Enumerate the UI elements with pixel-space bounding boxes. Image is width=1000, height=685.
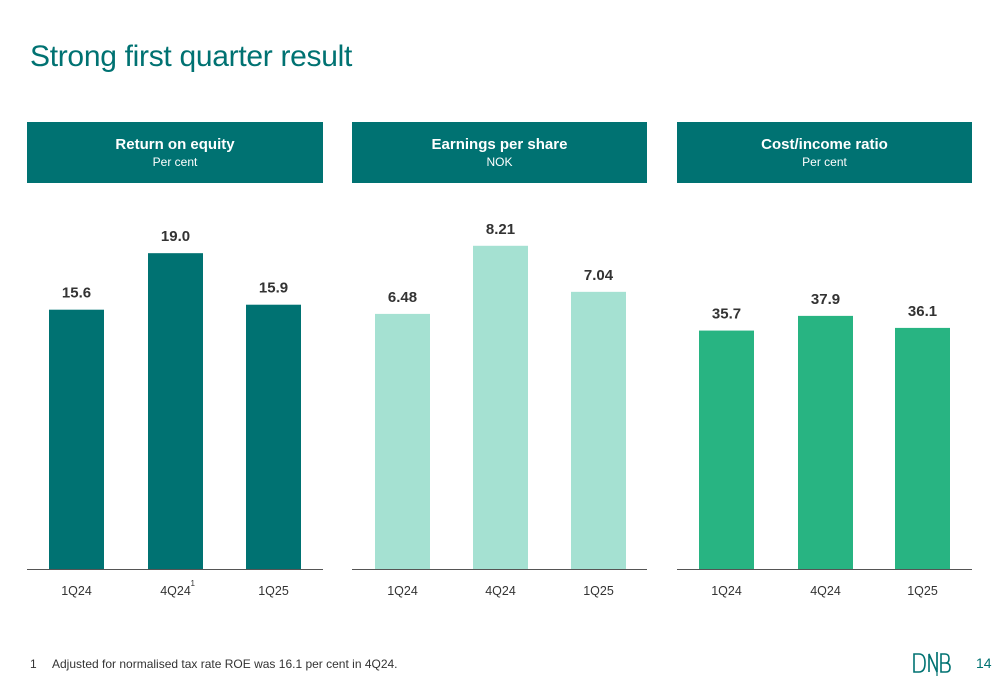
roe-tick-label-1q25: 1Q25 [258, 584, 289, 598]
ci-tick-label-1q24: 1Q24 [711, 584, 742, 598]
footnote: 1 Adjusted for normalised tax rate ROE wa… [30, 657, 398, 671]
eps-bar-4q24 [473, 245, 528, 569]
page-number: 14 [976, 655, 992, 671]
eps-tick-label-4q24: 4Q24 [485, 584, 516, 598]
roe-tick-superscript-4q24: 1 [191, 579, 196, 588]
ci-tick-label-1q25: 1Q25 [907, 584, 938, 598]
ci-panel-title: Cost/income ratio [761, 135, 888, 153]
eps-panel-header: Earnings per share NOK [352, 122, 647, 183]
roe-bar-1q24 [49, 309, 104, 569]
roe-value-label-4q24: 19.0 [161, 228, 190, 245]
footnote-marker: 1 [30, 657, 37, 671]
eps-value-label-1q24: 6.48 [388, 289, 417, 306]
eps-value-label-1q25: 7.04 [584, 267, 614, 284]
eps-bar-1q24 [375, 313, 430, 569]
eps-value-label-4q24: 8.21 [486, 221, 515, 238]
roe-panel-subtitle: Per cent [152, 154, 198, 169]
ci-panel-subtitle: Per cent [802, 154, 847, 169]
ci-value-label-4q24: 37.9 [811, 291, 840, 308]
roe-tick-label-4q24: 4Q24 [160, 584, 191, 598]
slide-title: Strong first quarter result [30, 40, 353, 73]
roe-panel-header: Return on equity Per cent [27, 122, 323, 183]
eps-tick-label-1q25: 1Q25 [583, 584, 614, 598]
roe-panel-title: Return on equity [115, 135, 235, 153]
eps-bar-1q25 [571, 291, 626, 569]
roe-bar-1q25 [246, 304, 301, 569]
eps-panel-subtitle: NOK [486, 154, 513, 169]
roe-bar-4q24 [148, 253, 203, 569]
dnb-logo [913, 652, 951, 676]
eps-panel-title: Earnings per share [431, 135, 568, 153]
ci-value-label-1q24: 35.7 [712, 306, 741, 323]
ci-bar-1q24 [699, 330, 754, 569]
ci-bar-1q25 [895, 327, 950, 569]
roe-value-label-1q25: 15.9 [259, 280, 288, 297]
ci-panel-header: Cost/income ratio Per cent [677, 122, 972, 183]
roe-tick-label-1q24: 1Q24 [61, 584, 92, 598]
roe-value-label-1q24: 15.6 [62, 285, 91, 302]
ci-bar-4q24 [798, 315, 853, 569]
ci-value-label-1q25: 36.1 [908, 303, 937, 320]
ci-tick-label-4q24: 4Q24 [810, 584, 841, 598]
footnote-text: Adjusted for normalised tax rate ROE was… [52, 657, 398, 671]
eps-tick-label-1q24: 1Q24 [387, 584, 418, 598]
